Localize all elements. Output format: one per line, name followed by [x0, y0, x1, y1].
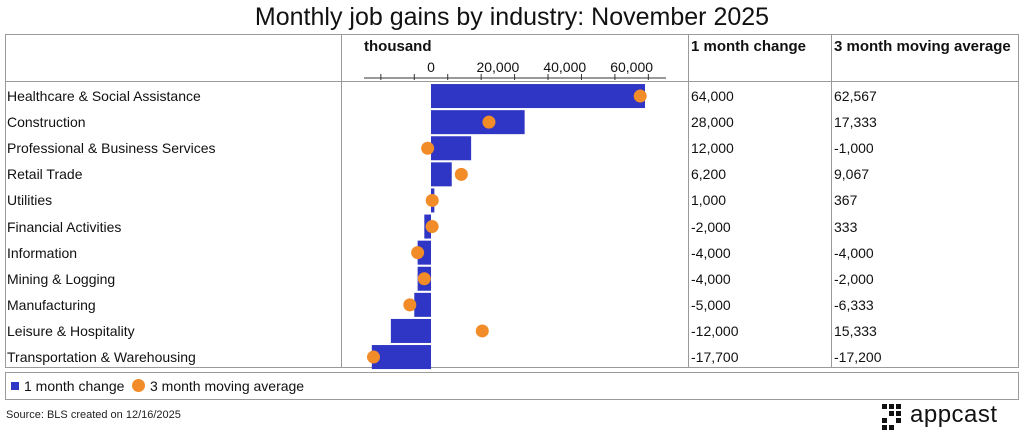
legend-dot-swatch	[132, 379, 145, 392]
x-tick-label: 20,000	[476, 59, 520, 75]
bar-1-month-change	[431, 136, 472, 161]
unit-label: thousand	[364, 38, 432, 55]
category-label: Financial Activities	[7, 218, 122, 235]
value-3-month: 9,067	[834, 166, 870, 183]
bar-1-month-change	[431, 84, 645, 109]
logo-wordmark: appcast	[910, 401, 998, 428]
category-label: Manufacturing	[7, 296, 96, 313]
value-1-month: -2,000	[691, 218, 731, 235]
dot-3-month-average	[417, 272, 431, 286]
value-1-month: -5,000	[691, 296, 731, 313]
bar-1-month-change	[414, 292, 431, 317]
legend-label-3-month: 3 month moving average	[150, 378, 305, 394]
header-divider	[5, 81, 1019, 82]
value-3-month: 367	[834, 192, 858, 209]
value-1-month: -4,000	[691, 244, 731, 261]
value-3-month: -1,000	[834, 140, 874, 157]
category-label: Leisure & Hospitality	[7, 322, 135, 339]
value-3-month: 333	[834, 218, 858, 235]
dot-3-month-average	[425, 193, 439, 207]
header-3-month-average: 3 month moving average	[834, 38, 1011, 55]
bar-1-month-change	[431, 162, 452, 187]
category-label: Mining & Logging	[7, 270, 116, 287]
category-label: Professional & Business Services	[7, 140, 216, 157]
dot-3-month-average	[633, 89, 647, 103]
category-label: Healthcare & Social Assistance	[7, 88, 201, 105]
dot-3-month-average	[421, 141, 435, 155]
category-label: Utilities	[7, 192, 53, 209]
x-tick-label: 0	[427, 59, 435, 75]
bar-1-month-change	[431, 110, 525, 135]
value-3-month: 17,333	[834, 114, 877, 131]
column-divider	[341, 34, 342, 368]
source-note: Source: BLS created on 12/16/2025	[6, 409, 181, 421]
column-divider	[831, 34, 832, 368]
value-1-month: -4,000	[691, 270, 731, 287]
bar-1-month-change	[417, 240, 431, 265]
legend	[5, 372, 1019, 400]
legend-bar-swatch	[11, 382, 19, 390]
value-1-month: -17,700	[691, 349, 739, 366]
bar-1-month-change	[371, 345, 431, 370]
legend-label-1-month: 1 month change	[24, 378, 125, 394]
value-1-month: 12,000	[691, 140, 734, 157]
x-tick-label: 60,000	[610, 59, 654, 75]
value-3-month: -17,200	[834, 349, 882, 366]
column-divider	[688, 34, 689, 368]
category-label: Construction	[7, 114, 86, 131]
category-label: Transportation & Warehousing	[7, 349, 196, 366]
bar-1-month-change	[390, 318, 431, 343]
value-1-month: 64,000	[691, 88, 734, 105]
value-1-month: 6,200	[691, 166, 727, 183]
category-label: Information	[7, 244, 78, 261]
value-1-month: 28,000	[691, 114, 734, 131]
appcast-logo: appcast	[880, 401, 1020, 431]
dot-3-month-average	[411, 246, 425, 260]
dot-3-month-average	[482, 115, 496, 129]
chart-title: Monthly job gains by industry: November …	[254, 3, 770, 31]
logo-grid-icon	[882, 404, 901, 430]
value-3-month: -2,000	[834, 270, 874, 287]
header-1-month-change: 1 month change	[691, 38, 807, 55]
x-tick-label: 40,000	[543, 59, 587, 75]
dot-3-month-average	[425, 220, 439, 234]
dot-3-month-average	[475, 324, 489, 338]
value-1-month: -12,000	[691, 322, 739, 339]
value-3-month: 15,333	[834, 322, 877, 339]
value-3-month: 62,567	[834, 88, 877, 105]
category-label: Retail Trade	[7, 166, 83, 183]
value-3-month: -6,333	[834, 296, 874, 313]
dot-3-month-average	[366, 350, 380, 364]
dot-3-month-average	[454, 167, 468, 181]
value-3-month: -4,000	[834, 244, 874, 261]
value-1-month: 1,000	[691, 192, 727, 209]
dot-3-month-average	[403, 298, 417, 312]
